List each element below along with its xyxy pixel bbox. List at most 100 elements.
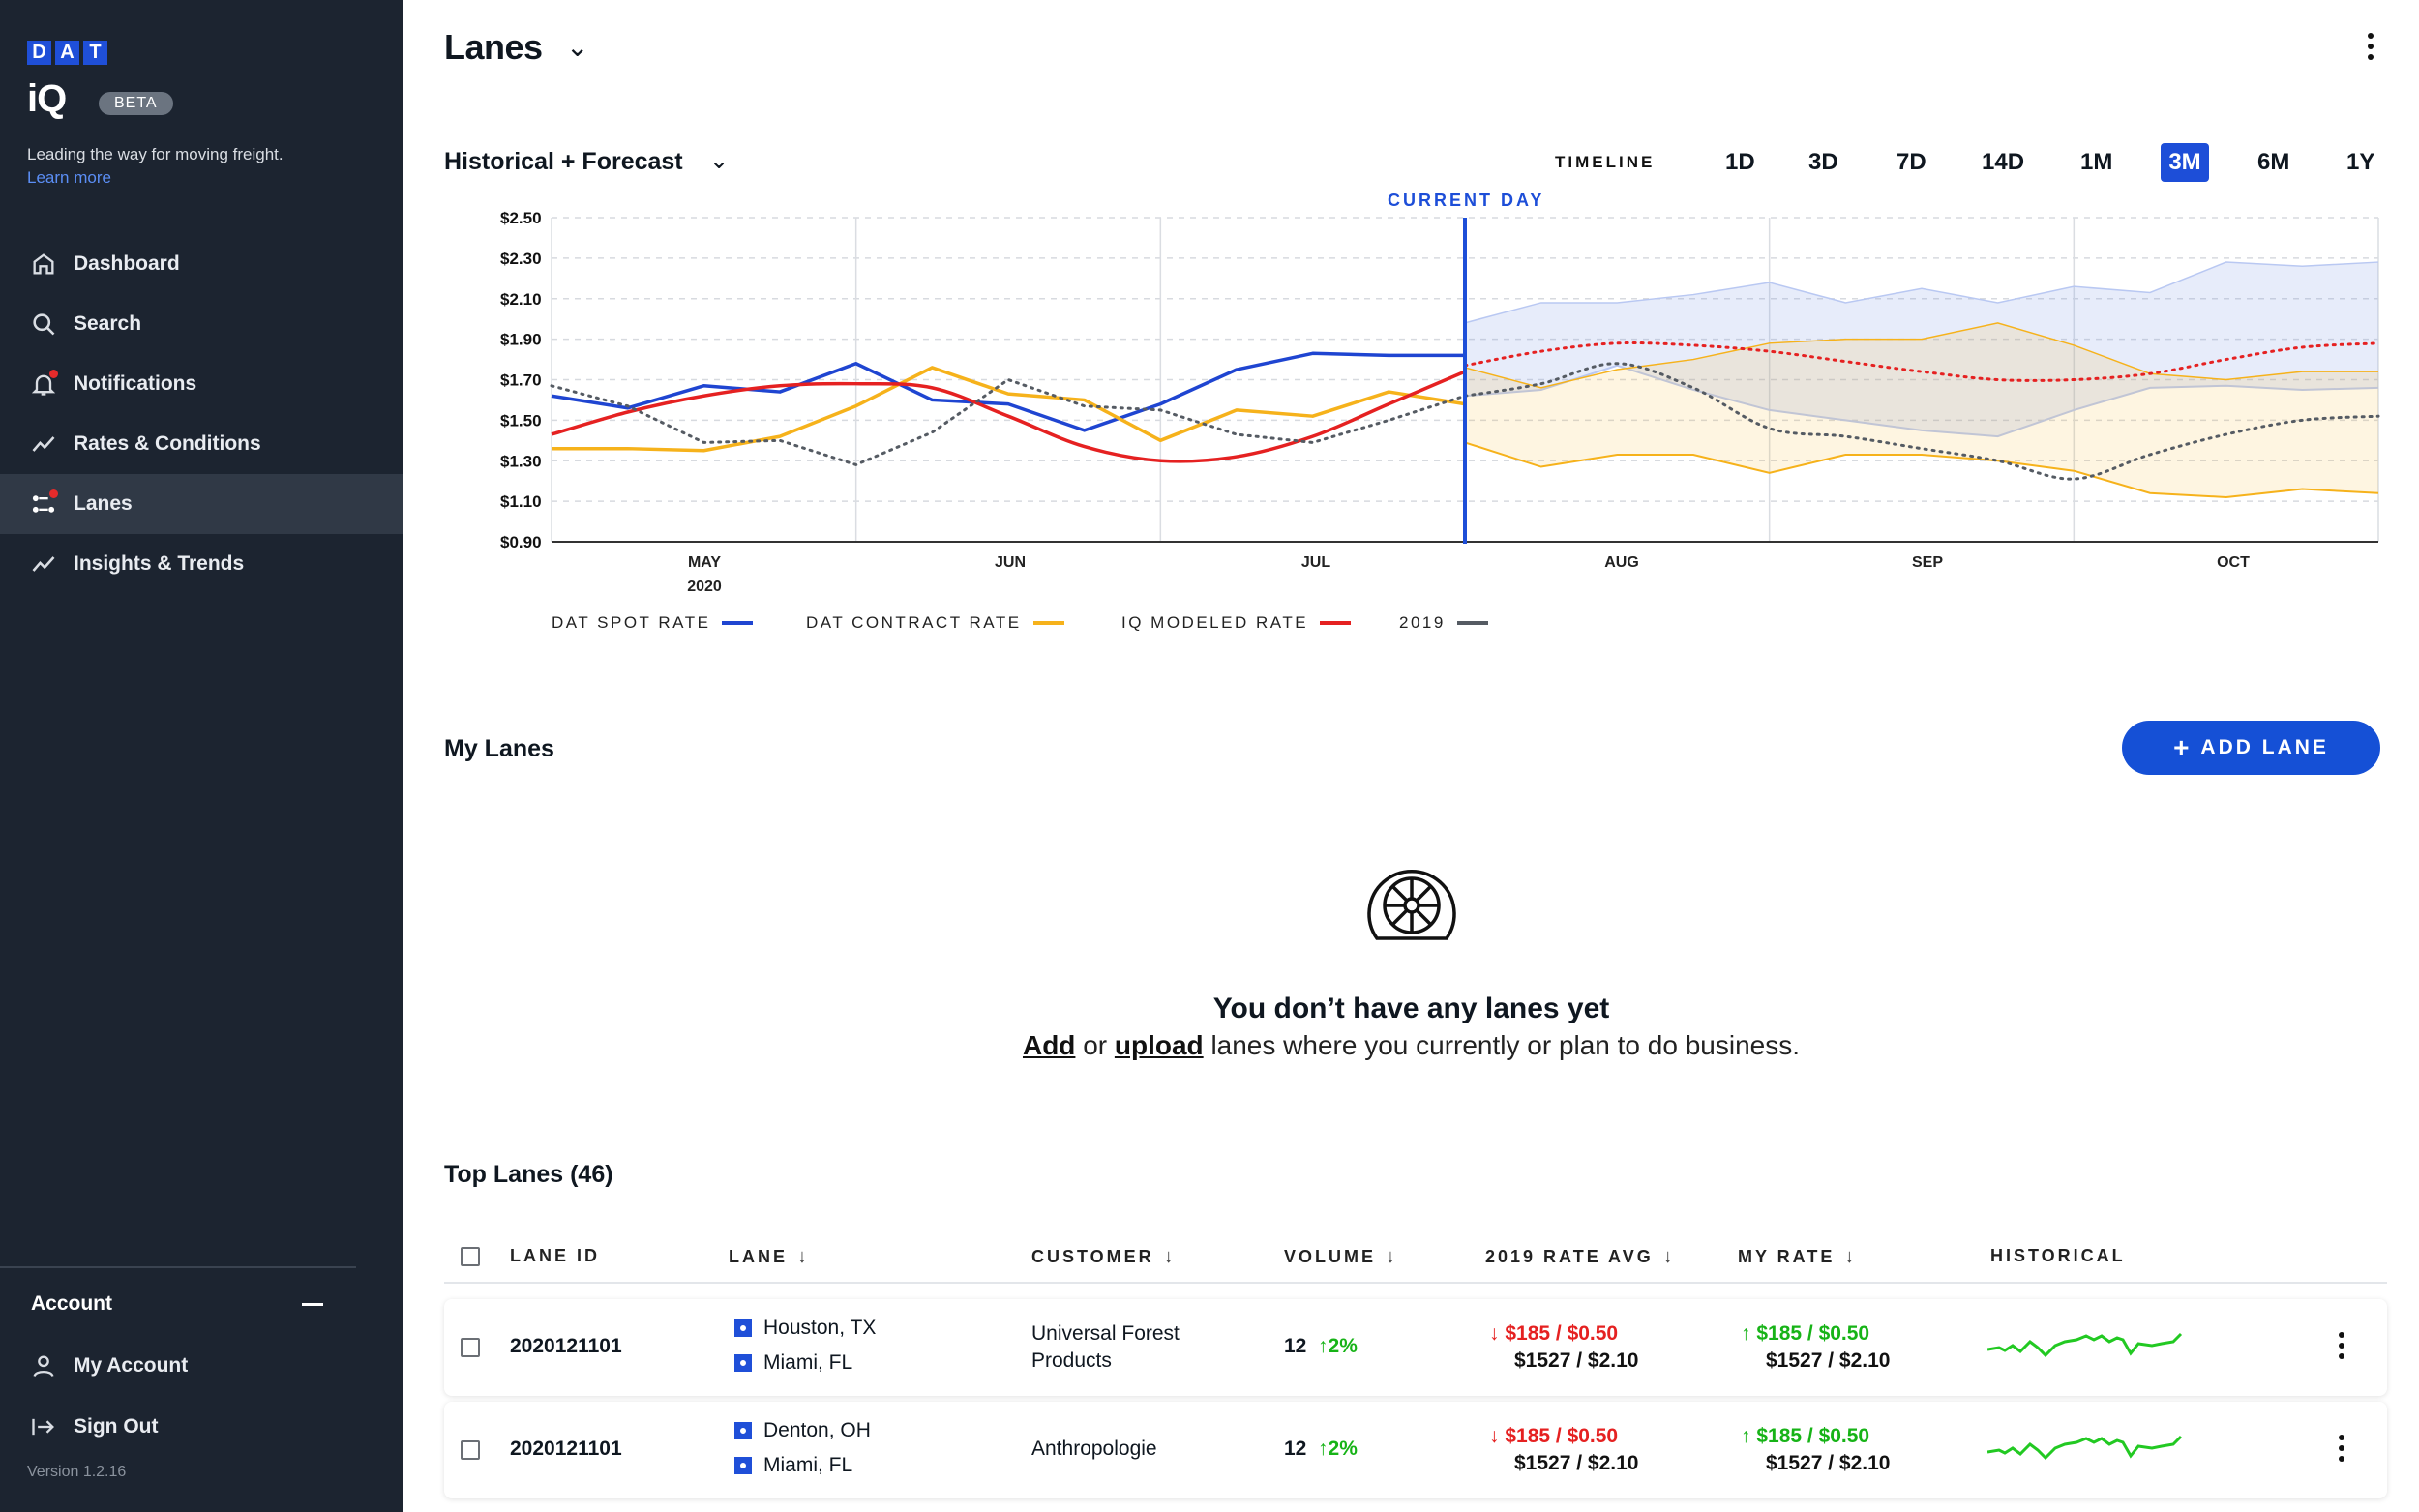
col-lane[interactable]: LANE ↓: [729, 1246, 807, 1268]
col-historical: HISTORICAL: [1990, 1246, 2126, 1266]
lane-destination: Miami, FL: [763, 1351, 853, 1374]
arrow-up-icon: ↑: [1312, 1438, 1329, 1460]
x-tick-sublabel: 2020: [687, 578, 722, 595]
range-7d-button[interactable]: 7D: [1896, 149, 1926, 175]
search-icon: [29, 310, 58, 339]
rate-2019: ↓ $185 / $0.50 $1527 / $2.10: [1489, 1320, 1638, 1375]
sort-arrow-icon: ↓: [797, 1246, 807, 1267]
sign-out-link[interactable]: Sign Out: [29, 1408, 159, 1446]
more-options-button[interactable]: [2366, 33, 2375, 60]
origin-pin-icon: [734, 1422, 752, 1439]
volume-value: 12: [1284, 1335, 1307, 1357]
x-tick-label: AUG: [1604, 554, 1639, 571]
col-label: 2019 RATE AVG: [1485, 1247, 1654, 1266]
col-my-rate[interactable]: MY RATE ↓: [1738, 1246, 1854, 1268]
customer: Universal Forest Products: [1031, 1322, 1180, 1372]
range-3m-button[interactable]: 3M: [2161, 143, 2209, 182]
legend-spot: DAT SPOT RATE: [552, 613, 754, 633]
y-tick-label: $1.70: [500, 371, 542, 390]
add-lane-label: ADD LANE: [2200, 736, 2329, 758]
arrow-down-icon: ↓: [1489, 1322, 1506, 1345]
nav-dashboard[interactable]: Dashboard: [0, 234, 403, 294]
row-more-options-button[interactable]: [2337, 1332, 2346, 1359]
rate-2019-bottom: $1527 / $2.10: [1514, 1452, 1639, 1474]
legend-label: IQ MODELED RATE: [1121, 613, 1309, 632]
table-row[interactable]: 2020121101 Houston, TX Miami, FL Univers…: [444, 1299, 2387, 1396]
legend-swatch: [1456, 621, 1488, 625]
forecast-iq-line: [1463, 341, 2380, 382]
nav-label: Rates & Conditions: [74, 432, 261, 455]
page-title: Lanes: [444, 27, 543, 67]
add-lane-button[interactable]: + ADD LANE: [2122, 721, 2380, 775]
arrow-up-icon: ↑: [1312, 1335, 1329, 1357]
my-rate-bottom: $1527 / $2.10: [1766, 1349, 1891, 1372]
my-account-link[interactable]: My Account: [29, 1347, 188, 1385]
nav-search[interactable]: Search: [0, 294, 403, 354]
current-day-label: CURRENT DAY: [1388, 191, 1544, 210]
y-tick-label: $1.30: [500, 452, 542, 470]
tire-icon: [1365, 863, 1458, 951]
series-contract-line: [552, 366, 1466, 453]
col-volume[interactable]: VOLUME ↓: [1284, 1246, 1395, 1268]
x-tick-label: OCT: [2217, 554, 2250, 571]
sort-arrow-icon: ↓: [1386, 1246, 1396, 1267]
row-checkbox[interactable]: [461, 1440, 480, 1460]
chart-view-selector[interactable]: Historical + Forecast: [444, 148, 683, 175]
chevron-down-icon[interactable]: ⌄: [566, 32, 589, 62]
range-3d-button[interactable]: 3D: [1808, 149, 1838, 175]
sort-arrow-icon: ↓: [1844, 1246, 1855, 1267]
chevron-down-icon[interactable]: ⌄: [709, 148, 730, 174]
series-spot-line: [551, 351, 1465, 432]
legend-swatch: [1032, 621, 1064, 625]
range-14d-button[interactable]: 14D: [1982, 149, 2025, 175]
nav-insights-trends[interactable]: Insights & Trends: [0, 534, 403, 594]
col-lane-id[interactable]: LANE ID: [510, 1246, 600, 1266]
destination-pin-icon: [734, 1457, 752, 1474]
row-more-options-button[interactable]: [2337, 1435, 2346, 1462]
sidebar: D A T iQ BETA Leading the way for moving…: [0, 0, 403, 1512]
nav-label: Insights & Trends: [74, 552, 245, 575]
col-label: CUSTOMER: [1031, 1247, 1154, 1266]
col-label: LANE: [729, 1247, 788, 1266]
nav-rates-conditions[interactable]: Rates & Conditions: [0, 414, 403, 474]
lane-destination: Miami, FL: [763, 1454, 853, 1476]
nav-lanes[interactable]: Lanes: [0, 474, 403, 534]
header-divider: [444, 1282, 2387, 1284]
dat-logo[interactable]: D A T: [27, 41, 107, 65]
rate-2019-top: $185 / $0.50: [1505, 1322, 1619, 1345]
collapse-account-button[interactable]: [302, 1303, 323, 1306]
col-label: HISTORICAL: [1990, 1246, 2126, 1265]
volume-change: 2%: [1328, 1438, 1358, 1460]
upload-link[interactable]: upload: [1114, 1030, 1204, 1060]
legend-2019: 2019: [1399, 613, 1488, 633]
table-row[interactable]: 2020121101 Denton, OH Miami, FL Anthropo…: [444, 1402, 2387, 1498]
sort-arrow-icon: ↓: [1662, 1246, 1673, 1267]
y-tick-label: $1.50: [500, 411, 542, 430]
contract-forecast-band-upper: [1464, 322, 2378, 389]
my-rate-bottom: $1527 / $2.10: [1766, 1452, 1891, 1474]
lane-id: 2020121101: [510, 1335, 622, 1357]
range-6m-button[interactable]: 6M: [2257, 149, 2290, 175]
select-all-checkbox[interactable]: [461, 1247, 480, 1266]
col-label: MY RATE: [1738, 1247, 1836, 1266]
add-link[interactable]: Add: [1022, 1030, 1076, 1060]
range-1y-button[interactable]: 1Y: [2346, 149, 2375, 175]
col-2019-rate-avg[interactable]: 2019 RATE AVG ↓: [1485, 1246, 1673, 1268]
nav-notifications[interactable]: Notifications: [0, 354, 403, 414]
rate-chart-svg: $2.50 $2.30 $2.10 $1.90 $1.70 $1.50 $1.30 $1.10…: [500, 191, 2380, 595]
my-rate: ↑ $185 / $0.50 $1527 / $2.10: [1741, 1423, 1890, 1477]
row-checkbox[interactable]: [461, 1338, 480, 1357]
historical-sparkline: [1987, 1332, 2183, 1358]
range-1d-button[interactable]: 1D: [1725, 149, 1755, 175]
logo-letter-t: T: [83, 41, 107, 65]
top-lanes-heading: Top Lanes (46): [444, 1161, 613, 1188]
col-customer[interactable]: CUSTOMER ↓: [1031, 1246, 1174, 1268]
nav-label: Lanes: [74, 492, 133, 515]
legend-iq-modeled: IQ MODELED RATE: [1121, 613, 1352, 633]
range-1m-button[interactable]: 1M: [2080, 149, 2113, 175]
learn-more-link[interactable]: Learn more: [27, 168, 111, 187]
lane-route: Houston, TX Miami, FL: [734, 1311, 876, 1380]
bell-icon: [29, 370, 58, 399]
lane-id: 2020121101: [510, 1438, 622, 1460]
rate-chart: $2.50 $2.30 $2.10 $1.90 $1.70 $1.50 $1.30 $1.10…: [403, 189, 2419, 692]
